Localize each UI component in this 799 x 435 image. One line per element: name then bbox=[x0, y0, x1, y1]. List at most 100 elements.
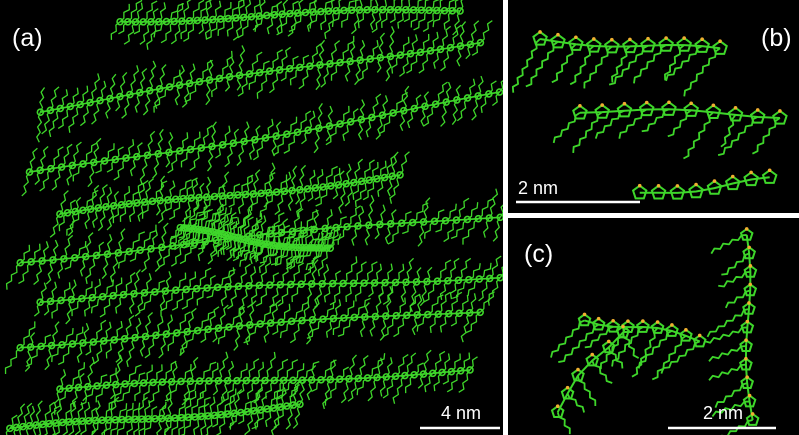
side-chain bbox=[290, 262, 305, 285]
ring bbox=[761, 169, 778, 184]
ring bbox=[203, 284, 211, 292]
ring bbox=[250, 238, 259, 246]
side-chain bbox=[189, 0, 205, 22]
ring bbox=[441, 216, 450, 225]
ring bbox=[270, 11, 279, 19]
side-chain bbox=[270, 406, 281, 435]
ring bbox=[402, 278, 410, 287]
ring bbox=[205, 76, 214, 84]
ring bbox=[354, 374, 363, 383]
side-chain bbox=[419, 281, 428, 307]
ring bbox=[386, 5, 395, 14]
side-chain bbox=[211, 234, 225, 257]
side-chain bbox=[28, 147, 38, 173]
side-chain bbox=[149, 60, 157, 91]
side-chain bbox=[660, 340, 701, 374]
ring bbox=[208, 15, 217, 24]
side-chain bbox=[245, 358, 260, 382]
side-chain bbox=[322, 379, 331, 410]
side-chain bbox=[264, 351, 276, 381]
side-chain bbox=[439, 25, 452, 50]
ring bbox=[665, 323, 679, 337]
side-chain bbox=[143, 418, 156, 435]
side-chain bbox=[252, 169, 261, 195]
side-chain bbox=[41, 109, 51, 135]
ring bbox=[640, 37, 656, 53]
ring bbox=[280, 187, 289, 196]
ring bbox=[302, 243, 310, 252]
side-chain bbox=[704, 326, 748, 344]
ring bbox=[25, 168, 34, 176]
ring bbox=[577, 313, 592, 327]
side-chain bbox=[237, 16, 252, 39]
side-chain bbox=[395, 354, 409, 377]
ring bbox=[79, 160, 87, 168]
side-chain bbox=[462, 218, 479, 245]
ring bbox=[650, 184, 667, 200]
side-chain bbox=[382, 375, 397, 399]
sulfur bbox=[574, 35, 578, 40]
ring bbox=[416, 48, 425, 57]
ring bbox=[336, 58, 344, 67]
ring bbox=[386, 220, 395, 228]
ring bbox=[409, 6, 418, 14]
sulfur bbox=[750, 412, 755, 416]
side-chain bbox=[268, 162, 276, 193]
ring bbox=[234, 282, 243, 291]
ring bbox=[71, 207, 80, 216]
ring bbox=[175, 81, 184, 89]
side-chain bbox=[683, 111, 714, 160]
ring bbox=[239, 13, 248, 22]
scale-bar-label: 4 nm bbox=[441, 403, 481, 423]
side-chain bbox=[184, 81, 200, 103]
ring bbox=[57, 163, 66, 171]
side-chain bbox=[452, 10, 461, 36]
side-chain bbox=[197, 311, 215, 332]
side-chain bbox=[399, 53, 411, 77]
ring bbox=[594, 103, 611, 119]
side-chain bbox=[189, 356, 199, 382]
side-chain bbox=[389, 174, 401, 204]
ring bbox=[399, 106, 408, 115]
side-chain bbox=[339, 35, 355, 64]
ring bbox=[532, 30, 548, 46]
ring bbox=[90, 158, 98, 167]
side-chain bbox=[158, 333, 167, 359]
ring bbox=[86, 98, 94, 107]
ring bbox=[474, 214, 483, 223]
ring bbox=[213, 229, 222, 237]
ring bbox=[267, 241, 276, 250]
ring bbox=[303, 185, 312, 193]
ring bbox=[66, 102, 74, 111]
ring bbox=[88, 293, 97, 302]
side-chain bbox=[489, 255, 502, 279]
ring bbox=[224, 14, 233, 23]
ring bbox=[298, 243, 307, 252]
side-chain bbox=[443, 219, 457, 243]
side-chain bbox=[171, 417, 182, 435]
ring bbox=[86, 205, 95, 213]
side-chain bbox=[311, 295, 320, 321]
side-chain bbox=[637, 330, 673, 369]
ring bbox=[224, 282, 232, 291]
ring bbox=[204, 325, 212, 334]
ring bbox=[263, 11, 271, 20]
side-chain bbox=[101, 399, 118, 421]
side-chain bbox=[179, 331, 188, 357]
ring bbox=[334, 181, 343, 189]
side-chain bbox=[382, 315, 397, 338]
panel-b-molecules bbox=[511, 30, 788, 200]
side-chain bbox=[427, 294, 444, 316]
side-chain bbox=[361, 159, 375, 182]
side-chain bbox=[710, 234, 747, 255]
ring bbox=[121, 380, 129, 388]
side-chain bbox=[247, 390, 262, 413]
ring bbox=[312, 244, 321, 252]
ring bbox=[96, 96, 104, 105]
ring bbox=[350, 178, 358, 187]
ring bbox=[743, 171, 759, 187]
side-chain bbox=[718, 270, 751, 288]
side-chain bbox=[157, 128, 164, 155]
side-chain bbox=[488, 188, 499, 219]
